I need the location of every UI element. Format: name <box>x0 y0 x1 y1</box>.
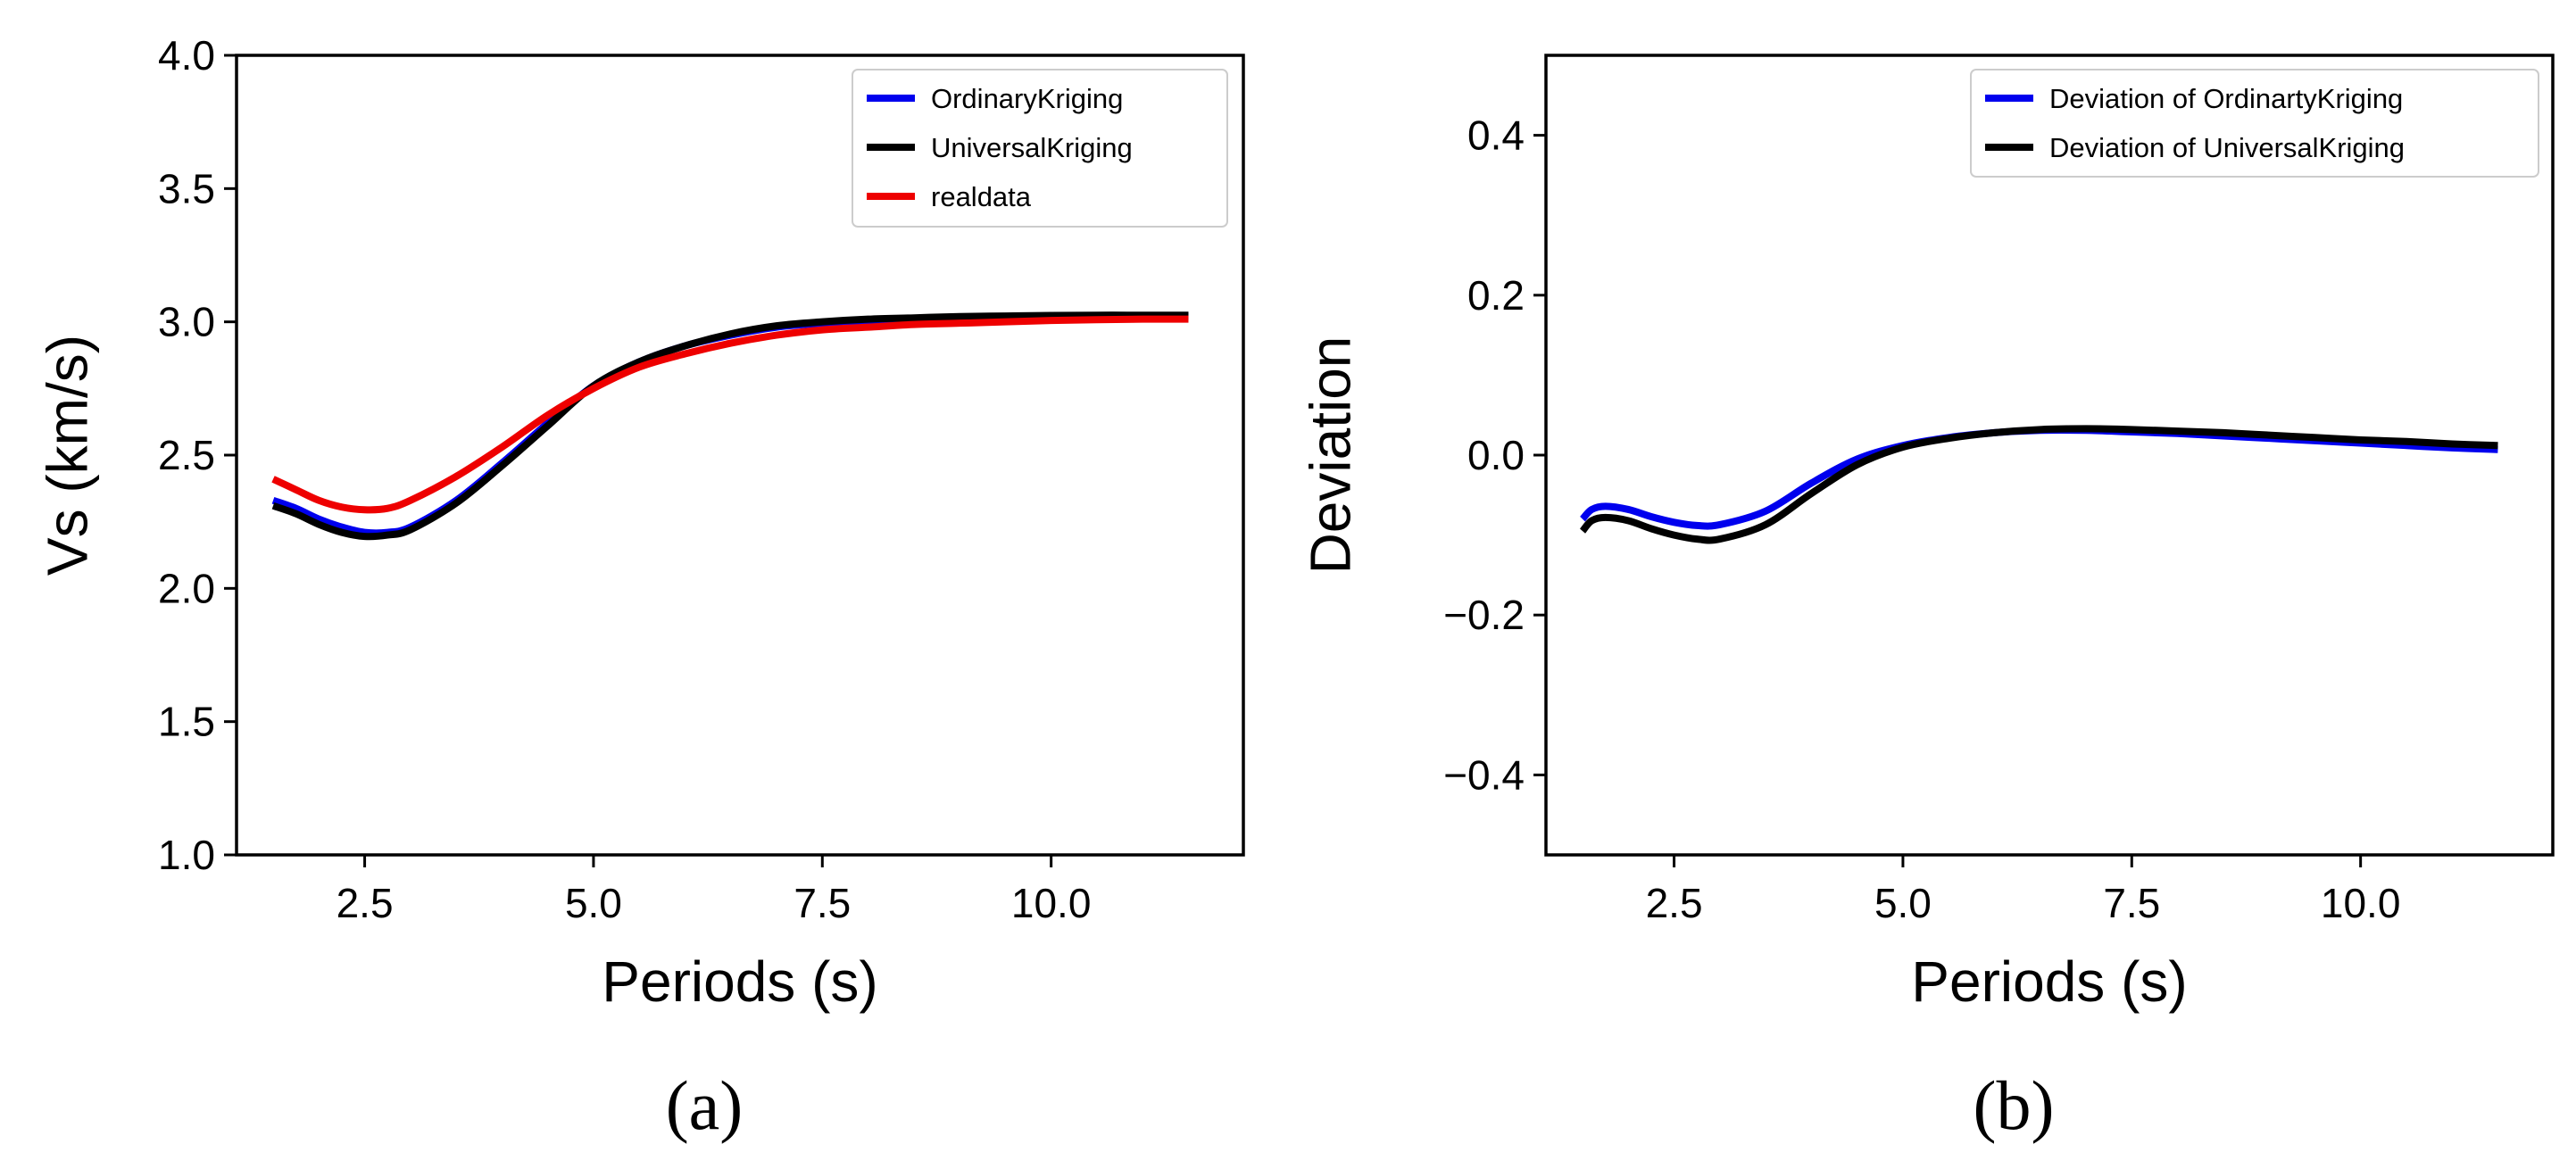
plot-area <box>271 311 1189 541</box>
legend: Deviation of OrdinartyKriging Deviation o… <box>1970 69 2539 178</box>
series-line-realdata <box>271 315 1189 514</box>
chart-b: 2.5 5.0 7.5 10.0 −0.4 −0.2 0.0 0.2 0.4 Periods (s… <box>1298 54 2555 1144</box>
x-tick-label: 2.5 <box>337 880 394 926</box>
panel-caption: (a) <box>666 1066 744 1144</box>
legend: OrdinaryKriging UniversalKriging realdata <box>852 69 1228 228</box>
y-tick-label: 0.2 <box>1467 272 1525 319</box>
legend-label: Deviation of OrdinartyKriging <box>2049 83 2403 114</box>
y-tick-label: 3.5 <box>158 165 215 211</box>
series-line-deviation-of-ordinartykriging <box>1579 426 2498 530</box>
plot-area <box>1579 425 2498 544</box>
legend-box <box>1970 69 2539 178</box>
legend-label: UniversalKriging <box>931 132 1133 163</box>
x-tick-label: 10.0 <box>1011 880 1092 926</box>
chart-a: 2.5 5.0 7.5 10.0 1.0 1.5 2.0 2.5 3.0 3.5 4.0 Period… <box>35 32 1245 1144</box>
y-tick-label: −0.4 <box>1443 751 1525 798</box>
series-line-universalkriging <box>271 311 1189 541</box>
panel-caption: (b) <box>1974 1066 2055 1144</box>
x-tick-label: 10.0 <box>2321 880 2401 926</box>
x-tick-label: 7.5 <box>794 880 851 926</box>
x-axis-label: Periods (s) <box>1911 949 2187 1014</box>
legend-label: OrdinaryKriging <box>931 83 1123 114</box>
y-tick-label: 4.0 <box>158 32 215 79</box>
x-axis-label: Periods (s) <box>602 949 877 1014</box>
x-tick-label: 2.5 <box>1646 880 1703 926</box>
y-axis-label: Vs (km/s) <box>35 335 99 576</box>
legend-label: realdata <box>931 181 1032 212</box>
legend-label: Deviation of UniversalKriging <box>2049 132 2405 163</box>
y-tick-label: 0.0 <box>1467 432 1525 478</box>
y-tick-label: 1.5 <box>158 699 215 745</box>
series-line-deviation-of-universalkriging <box>1579 425 2498 544</box>
y-tick-label: −0.2 <box>1443 592 1525 638</box>
y-tick-label: 2.0 <box>158 565 215 611</box>
y-tick-label: 0.4 <box>1467 112 1525 159</box>
x-tick-label: 5.0 <box>1874 880 1932 926</box>
y-tick-label: 2.5 <box>158 432 215 478</box>
legend-box <box>852 69 1228 228</box>
y-tick-label: 3.0 <box>158 299 215 345</box>
y-tick-label: 1.0 <box>158 832 215 878</box>
x-tick-label: 7.5 <box>2103 880 2160 926</box>
x-tick-label: 5.0 <box>565 880 622 926</box>
y-axis-label: Deviation <box>1298 336 1362 575</box>
